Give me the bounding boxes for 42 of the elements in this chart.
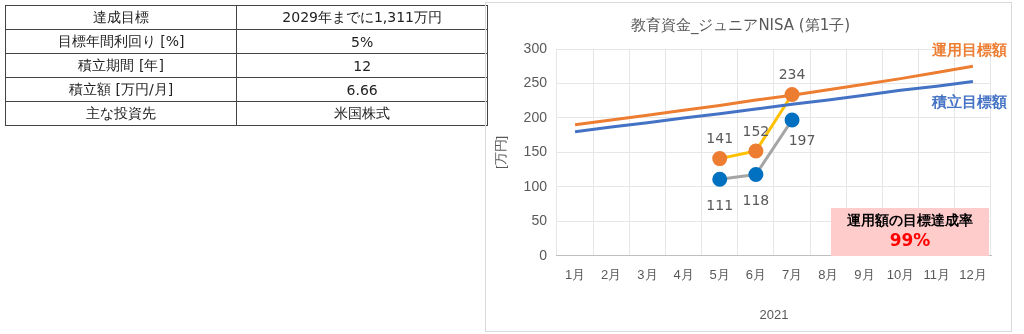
text: 2029年までに1,311万円 (282, 8, 443, 25)
text: 米国株式 (334, 104, 391, 121)
x-tick-label: 12月 (959, 267, 987, 283)
y-tick-label: 250 (523, 74, 548, 91)
x-tick-label: 8月 (818, 267, 839, 283)
x-axis-title: 2021 (759, 306, 789, 322)
y-tick-label: 300 (523, 39, 548, 56)
text: 6.66 (346, 81, 378, 98)
x-tick-label: 3月 (637, 267, 658, 283)
y-axis-title: [万円] (493, 135, 509, 170)
x-tick-label: 7月 (781, 267, 803, 283)
x-tick-label: 11月 (923, 267, 950, 283)
y-tick-label: 150 (523, 143, 548, 160)
x-tick-label: 5月 (709, 267, 730, 283)
data-label: 197 (788, 131, 816, 148)
data-label: 118 (742, 192, 770, 209)
category-label: 目標年間利回り [%] (5, 29, 237, 54)
data-label: 111 (706, 196, 734, 213)
y-tick-label: 100 (523, 177, 548, 194)
category-label: 主な投資先 (5, 101, 237, 126)
category-label: 達成目標 (5, 5, 237, 30)
x-tick-label: 10月 (886, 267, 915, 283)
x-tick-label: 2月 (601, 267, 622, 283)
series-label: 積立目標額 (931, 92, 1007, 111)
series-label: 運用目標額 (931, 40, 1007, 59)
y-tick-label: 200 (523, 108, 548, 125)
text: 12 (353, 57, 372, 74)
data-label: 234 (778, 66, 806, 83)
text: 5% (351, 33, 374, 50)
x-tick-label: 9月 (854, 267, 875, 283)
data-label: 141 (706, 130, 734, 147)
annotation: 運用額の目標達成率 (846, 211, 974, 230)
x-tick-label: 1月 (564, 267, 586, 283)
chart-title: 教育資金_ジュニアNISA (第1子) (630, 15, 851, 35)
category-label: 積立期間 [年] (5, 53, 237, 78)
y-tick-label: 0 (539, 246, 548, 263)
data-label: 152 (742, 122, 770, 139)
annotation: 99% (888, 230, 932, 250)
y-tick-label: 50 (531, 212, 548, 229)
category-label: 積立額 [万円/月] (5, 77, 237, 102)
x-tick-label: 4月 (673, 267, 694, 283)
x-tick-label: 6月 (745, 267, 767, 283)
